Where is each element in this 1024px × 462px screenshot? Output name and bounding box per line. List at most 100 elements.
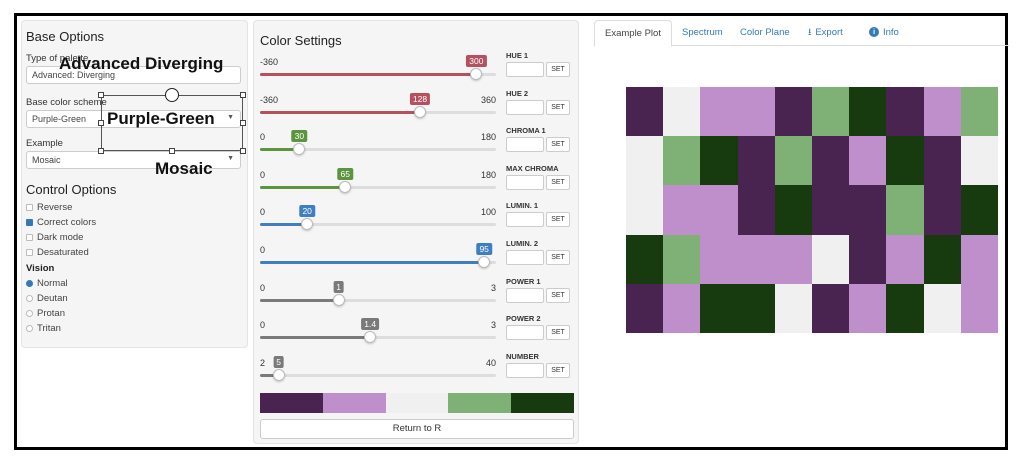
rotate-handle-icon[interactable] <box>165 88 179 102</box>
resize-handle[interactable] <box>240 120 246 126</box>
correct-colors-checkbox[interactable]: Correct colors <box>26 217 96 228</box>
number-set-button[interactable]: SET <box>546 362 570 378</box>
slider-fill <box>260 373 279 377</box>
slider-max-label: 180 <box>480 132 496 143</box>
number-input[interactable] <box>506 362 544 378</box>
slider-fill <box>260 110 420 114</box>
slider-track[interactable] <box>260 148 496 152</box>
power1-set-block: POWER 1 SET <box>506 277 572 307</box>
slider-handle[interactable] <box>332 293 345 306</box>
base-color-select[interactable]: Purple-Green ▼ <box>26 110 241 128</box>
slider-handle[interactable] <box>478 256 491 268</box>
power1-set-button[interactable]: SET <box>546 287 570 303</box>
mosaic-cell <box>812 283 850 334</box>
slider-track[interactable] <box>260 373 496 377</box>
resize-handle[interactable] <box>98 120 104 126</box>
slider-handle[interactable] <box>470 68 483 80</box>
power2-set-button[interactable]: SET <box>546 325 570 341</box>
slider-handle[interactable] <box>301 218 314 231</box>
return-to-r-button[interactable]: Return to R <box>260 419 574 439</box>
example-value: Mosaic <box>32 155 61 165</box>
palette-preview <box>260 393 574 413</box>
palette-type-select[interactable]: Advanced: Diverging <box>26 66 241 84</box>
slider-max-label: 360 <box>480 94 496 105</box>
power1-slider[interactable]: 0 3 1 <box>260 279 496 309</box>
mosaic-cell <box>663 87 701 137</box>
slider-handle[interactable] <box>413 105 426 118</box>
lumin2-input[interactable] <box>506 250 544 265</box>
lumin2-slider[interactable]: 0 95 <box>260 241 496 271</box>
number-slider[interactable]: 2 40 5 <box>260 354 496 384</box>
resize-handle[interactable] <box>240 92 246 98</box>
slider-handle[interactable] <box>364 331 377 344</box>
mosaic-cell <box>626 283 664 334</box>
resize-handle[interactable] <box>240 148 246 154</box>
slider-max-label: 3 <box>490 320 496 331</box>
mosaic-cell <box>626 234 664 285</box>
tab-info[interactable]: i Info <box>859 20 909 46</box>
hue2-slider[interactable]: -360 360 128 <box>260 91 496 121</box>
tab-spectrum[interactable]: Spectrum <box>672 20 733 46</box>
radio-icon <box>26 310 33 317</box>
base-color-value: Purple-Green <box>32 114 87 124</box>
slider-max-label: 3 <box>490 282 496 293</box>
power2-input[interactable] <box>506 325 544 341</box>
hue1-input[interactable] <box>506 62 544 77</box>
vision-tritan-radio[interactable]: Tritan <box>26 323 61 334</box>
lumin1-input[interactable] <box>506 212 544 228</box>
tab-export[interactable]: ⭳ Export <box>798 20 853 46</box>
dark-mode-checkbox[interactable]: Dark mode <box>26 232 83 243</box>
slider-handle[interactable] <box>272 368 285 381</box>
setting-name-label: LUMIN. 2 <box>506 239 539 248</box>
hue1-set-button[interactable]: SET <box>546 62 570 77</box>
radio-icon <box>26 325 33 332</box>
info-icon: i <box>869 27 879 37</box>
power2-slider[interactable]: 0 3 1.4 <box>260 316 496 346</box>
desaturated-checkbox[interactable]: Desaturated <box>26 247 89 258</box>
correct-colors-label: Correct colors <box>37 217 97 228</box>
slider-handle[interactable] <box>339 180 352 193</box>
tab-label: Spectrum <box>682 27 723 38</box>
slider-track[interactable] <box>260 223 496 227</box>
slider-handle[interactable] <box>293 143 306 156</box>
maxchroma-set-button[interactable]: SET <box>546 174 570 190</box>
hue1-slider[interactable]: -360 300 <box>260 53 496 83</box>
lumin1-set-button[interactable]: SET <box>546 212 570 228</box>
slider-value-label: 1.4 <box>361 318 380 331</box>
mosaic-cell <box>923 234 962 285</box>
vision-deutan-radio[interactable]: Deutan <box>26 293 68 304</box>
mosaic-cell <box>737 283 776 334</box>
resize-handle[interactable] <box>98 148 104 154</box>
reverse-checkbox[interactable]: Reverse <box>26 202 72 213</box>
hue2-input[interactable] <box>506 99 544 115</box>
maxchroma-slider[interactable]: 0 180 65 <box>260 166 496 196</box>
lumin2-set-block: LUMIN. 2 SET <box>506 239 572 269</box>
mosaic-cell <box>774 283 813 334</box>
chroma1-set-button[interactable]: SET <box>546 137 570 153</box>
annotation-example: Mosaic <box>155 159 213 178</box>
vision-protan-radio[interactable]: Protan <box>26 308 65 319</box>
example-select[interactable]: Mosaic ▼ <box>26 151 241 169</box>
vision-normal-radio[interactable]: Normal <box>26 278 68 289</box>
slider-max-label: 180 <box>480 169 496 180</box>
lumin2-set-button[interactable]: SET <box>546 250 570 265</box>
vision-protan-label: Protan <box>37 308 65 319</box>
chroma1-slider[interactable]: 0 180 30 <box>260 128 496 158</box>
lumin1-slider[interactable]: 0 100 20 <box>260 203 496 233</box>
resize-handle[interactable] <box>169 148 175 154</box>
resize-handle[interactable] <box>98 92 104 98</box>
slider-track[interactable] <box>260 336 496 340</box>
hue2-set-button[interactable]: SET <box>546 99 570 115</box>
slider-max-label: 40 <box>485 357 496 368</box>
slider-fill <box>260 73 477 76</box>
tab-color-plane[interactable]: Color Plane <box>730 20 800 46</box>
power1-input[interactable] <box>506 287 544 303</box>
mosaic-cell <box>923 283 962 334</box>
chroma1-input[interactable] <box>506 137 544 153</box>
mosaic-cell <box>737 87 776 137</box>
maxchroma-input[interactable] <box>506 174 544 190</box>
chevron-down-icon: ▼ <box>227 155 234 162</box>
slider-track[interactable] <box>260 185 496 189</box>
slider-track[interactable] <box>260 298 496 302</box>
tab-example-plot[interactable]: Example Plot <box>594 20 672 47</box>
